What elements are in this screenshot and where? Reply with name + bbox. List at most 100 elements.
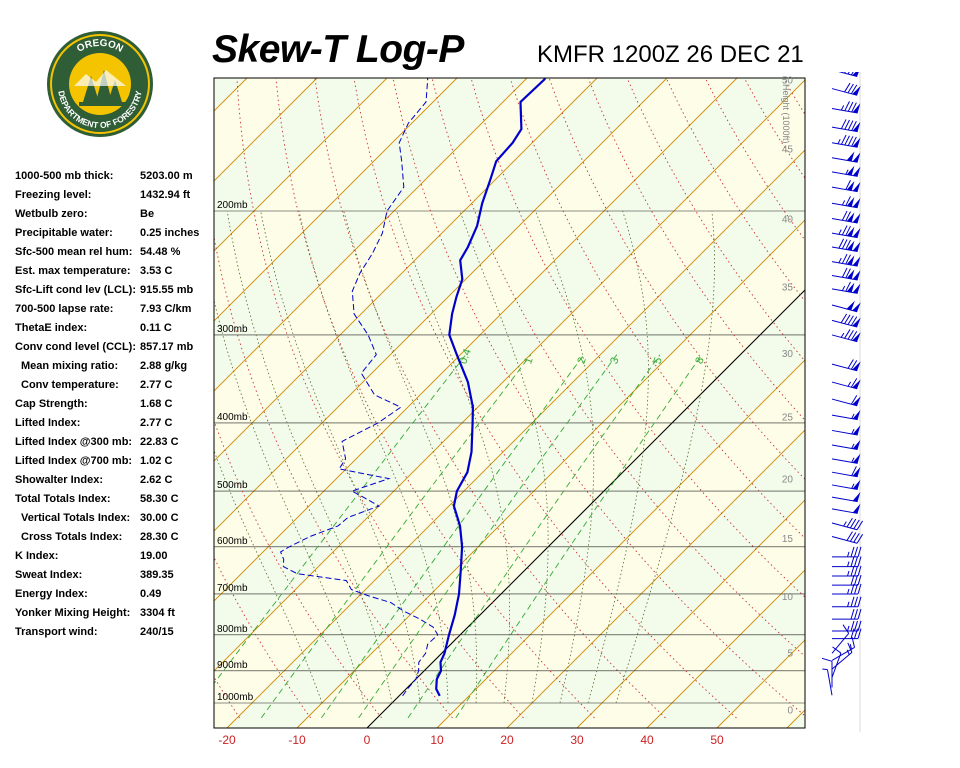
barb-half-flag — [849, 643, 852, 650]
index-row: Total Totals Index: 58.30 C — [15, 491, 215, 510]
barb-pennant — [852, 302, 861, 312]
barb-flag — [851, 102, 857, 113]
wind-barb — [831, 119, 861, 133]
moist-adiabat — [396, 210, 510, 704]
index-row: Cross Totals Index: 28.30 C — [15, 529, 215, 548]
barb-pennant — [846, 165, 855, 176]
barb-staff — [831, 304, 858, 313]
barb-half-flag — [841, 200, 846, 206]
barb-pennant — [852, 166, 861, 177]
barb-half-flag — [851, 483, 855, 489]
barb-flag — [845, 239, 851, 250]
barb-flag — [854, 546, 858, 558]
index-value: 389.35 — [140, 569, 174, 581]
isotherm — [646, 569, 805, 728]
barb-pennant — [852, 467, 861, 477]
moist-adiabat — [226, 210, 393, 704]
wind-barb — [831, 378, 861, 390]
barb-pennant — [846, 240, 855, 251]
wind-barb — [832, 546, 862, 558]
index-label: Lifted Index @700 mb: — [15, 455, 133, 467]
barb-flag — [856, 534, 864, 544]
index-value: 22.83 C — [140, 436, 179, 448]
barb-flag — [850, 628, 855, 639]
wind-barb — [831, 101, 861, 114]
wind-barb — [831, 439, 861, 451]
barb-flag — [846, 517, 853, 528]
x-tick-label: -20 — [218, 733, 236, 747]
barb-flag — [850, 330, 858, 341]
height-tick-label: 5 — [787, 649, 793, 660]
index-value: 2.62 C — [140, 474, 173, 486]
barb-half-flag — [840, 332, 845, 338]
index-label: Conv cond level (CCL): — [15, 341, 137, 353]
barb-flag — [851, 136, 857, 147]
wind-barb — [831, 425, 861, 436]
isobar-label: 700mb — [217, 583, 248, 594]
barb-flag — [857, 620, 862, 632]
index-row: 1000-500 mb thick: 5203.00 m — [15, 168, 215, 187]
mixing-ratio-label: 5 — [652, 356, 665, 366]
wind-barb — [831, 225, 861, 239]
barb-flag — [850, 596, 855, 607]
barb-flag — [845, 196, 851, 206]
index-row: Vertical Totals Index: 30.00 C — [15, 510, 215, 529]
barb-flag — [850, 556, 855, 567]
barb-flag — [845, 254, 851, 265]
barb-pennant — [846, 282, 855, 293]
index-label: Freezing level: — [15, 189, 92, 201]
barb-flag — [847, 315, 854, 325]
barb-flag — [857, 596, 862, 607]
index-value: 1.02 C — [140, 455, 173, 467]
barb-pennant — [852, 453, 861, 464]
wind-barb — [831, 503, 861, 514]
x-tick-label: 40 — [640, 733, 654, 747]
index-row: ThetaE index: 0.11 C — [15, 320, 215, 339]
barb-pennant — [846, 300, 855, 311]
barb-pennant — [846, 255, 855, 266]
barb-pennant — [846, 151, 855, 162]
index-value: 58.30 C — [140, 493, 179, 505]
plot-area: 0.4 1 2 3 5 8 — [0, 78, 805, 728]
index-row: Transport wind: 240/15 — [15, 624, 215, 643]
barb-pennant — [852, 425, 861, 435]
wind-barb — [822, 668, 833, 696]
barb-flag — [854, 574, 858, 586]
barb-flag — [847, 359, 854, 369]
index-label: Lifted Index: — [15, 417, 81, 429]
dry-adiabat — [275, 78, 595, 719]
wind-barb — [831, 281, 861, 294]
index-value: Be — [140, 208, 155, 220]
index-row: Lifted Index @700 mb: 1.02 C — [15, 453, 215, 472]
barb-staff — [831, 471, 858, 478]
index-row: Precipitable water: 0.25 inches — [15, 225, 215, 244]
barb-flag — [857, 556, 862, 567]
moist-adiabat — [260, 210, 421, 704]
barb-pennant — [852, 256, 861, 267]
barb-pennant — [852, 85, 861, 96]
barb-pennant — [852, 137, 861, 148]
mixing-ratio-line — [455, 354, 703, 719]
index-label: Sfc-Lift cond lev (LCL): — [15, 284, 136, 296]
index-value: 30.00 C — [140, 512, 179, 524]
barb-half-flag — [847, 561, 850, 567]
barb-flag — [844, 82, 851, 93]
barb-flag — [850, 84, 858, 95]
barb-staff — [831, 484, 858, 490]
barb-flag — [847, 72, 854, 75]
barb-staff — [831, 334, 858, 343]
index-value: 28.30 C — [140, 531, 179, 543]
isotherm — [0, 78, 177, 728]
barb-flag — [841, 253, 848, 264]
barb-flag — [854, 565, 858, 577]
barb-flag — [857, 628, 862, 639]
index-row: Wetbulb zero: Be — [15, 206, 215, 225]
height-tick-label: 0 — [787, 706, 793, 717]
index-row: Yonker Mixing Height: 3304 ft — [15, 605, 215, 624]
dry-adiabat — [214, 234, 453, 719]
x-tick-label: 50 — [710, 733, 724, 747]
index-label: Mean mixing ratio: — [21, 360, 119, 372]
height-tick-label: 35 — [782, 282, 794, 293]
wind-barb — [832, 583, 862, 595]
wind-barb — [831, 165, 861, 177]
